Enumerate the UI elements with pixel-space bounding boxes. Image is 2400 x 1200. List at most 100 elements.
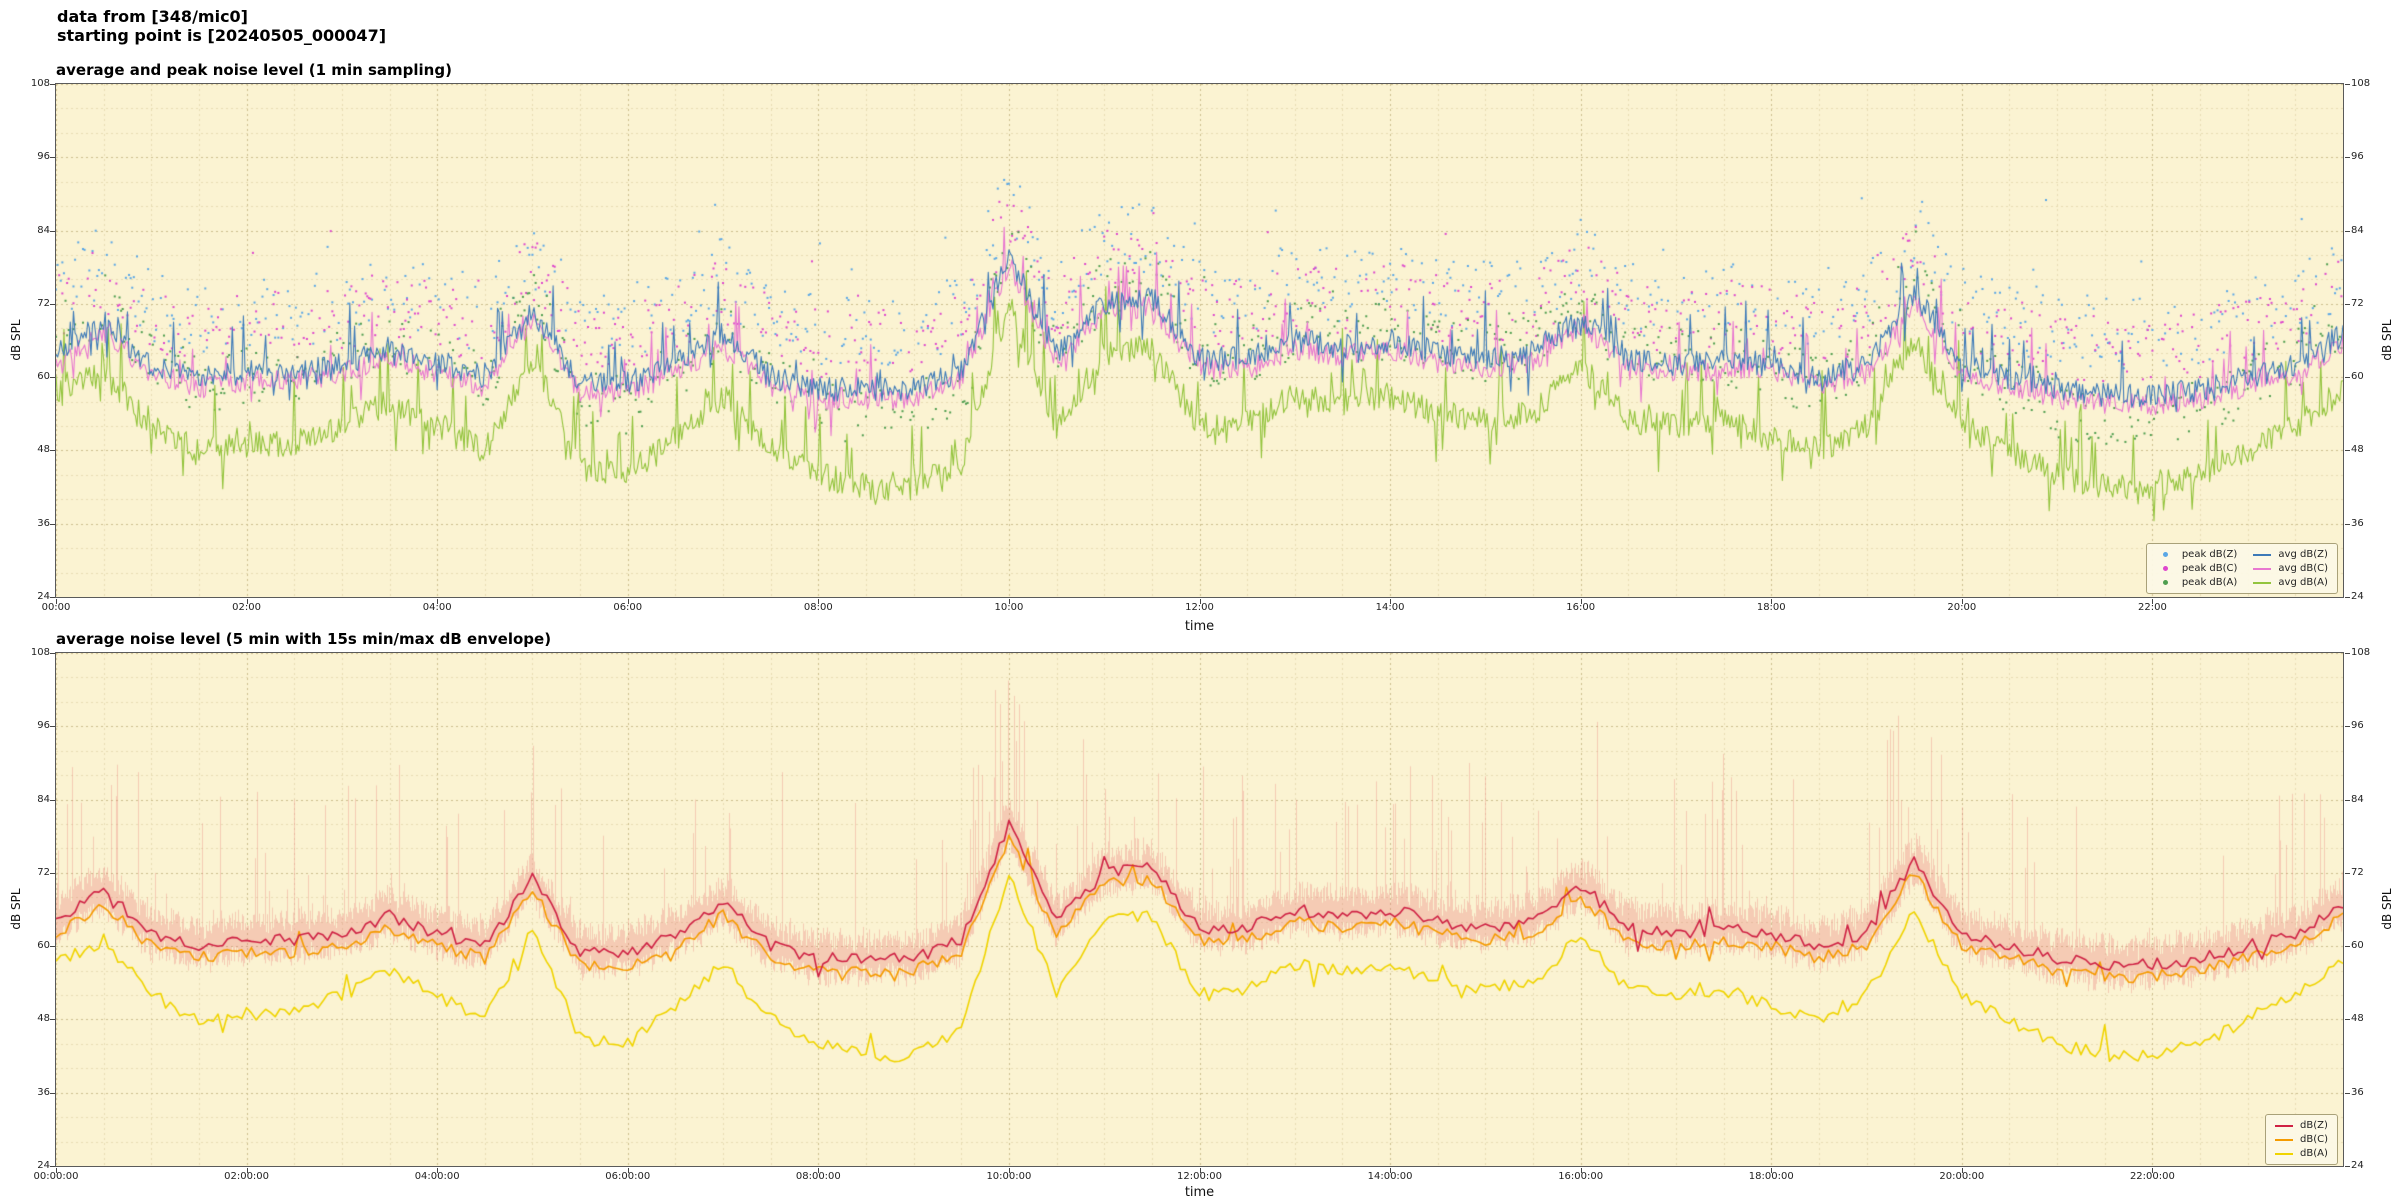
chart-top-y-tick-label-right: 60 (2351, 371, 2364, 383)
chart-top-canvas (56, 84, 2343, 597)
chart-bottom-x-tick-label: 00:00:00 (33, 1171, 79, 1182)
chart-bottom-x-tick (1961, 1168, 1963, 1173)
chart-top-xlabel: time (1184, 619, 1215, 634)
chart-top-x-tick-label: 10:00 (994, 602, 1024, 613)
chart-top-y-tick-label-right: 36 (2351, 517, 2364, 529)
chart-top-x-tick (2152, 599, 2154, 604)
chart-top-y-tick-label: 24 (37, 591, 50, 602)
legend-item: dB(Z) (2275, 1119, 2328, 1132)
chart-bottom-y-tick-label-right: 24 (2351, 1160, 2364, 1171)
chart-bottom-y-tick-label-right: 36 (2351, 1086, 2364, 1098)
legend-label: avg dB(A) (2278, 577, 2328, 588)
chart-top-x-tick (1199, 599, 1201, 604)
legend-label: dB(C) (2300, 1134, 2328, 1145)
header-data-source: data from [348/mic0] (57, 7, 248, 26)
chart-bottom-x-tick (1390, 1168, 1392, 1173)
legend-dot-marker-icon (2162, 552, 2168, 557)
chart-top-y-tick-right (2345, 597, 2350, 598)
legend-dot-marker-icon (2162, 566, 2168, 571)
chart-bottom-canvas (56, 653, 2343, 1166)
chart-bottom-y-tick-label: 108 (30, 647, 50, 658)
legend-item: peak dB(C) (2156, 562, 2238, 575)
chart-bottom-x-tick (1008, 1168, 1010, 1173)
chart-bottom-x-tick (2152, 1168, 2154, 1173)
chart-top-y-tick (50, 157, 55, 159)
chart-top-x-tick-label: 18:00 (1756, 602, 1786, 613)
chart-top-y-tick-label: 72 (37, 297, 50, 309)
chart-bottom-x-tick (56, 1168, 57, 1173)
chart-top-y-tick (50, 450, 55, 452)
legend-item: dB(C) (2275, 1133, 2328, 1146)
chart-top-y-tick-label-right: 24 (2351, 591, 2364, 602)
chart-bottom-y-tick-label: 24 (37, 1160, 50, 1171)
chart-top-y-tick-label-right: 48 (2351, 444, 2364, 456)
legend-line-marker-icon (2253, 581, 2272, 584)
chart-top-y-tick-label-right: 96 (2351, 151, 2364, 163)
chart-top-x-tick-label: 12:00 (1185, 602, 1214, 613)
legend-label: peak dB(A) (2181, 577, 2238, 588)
chart-top-x-tick-label: 20:00 (1947, 602, 1977, 613)
chart-top-y-tick-right (2345, 303, 2350, 305)
chart-bottom-x-tick-label: 22:00:00 (2129, 1171, 2175, 1182)
chart-bottom-y-tick-right (2345, 726, 2350, 728)
chart-top-y-tick (50, 303, 55, 305)
chart-top-x-tick (627, 599, 629, 604)
chart-top-x-tick-label: 06:00 (613, 602, 643, 613)
legend-label: avg dB(Z) (2278, 549, 2328, 560)
chart-bottom-y-tick (50, 653, 55, 654)
legend-item: avg dB(Z) (2253, 548, 2328, 561)
chart-bottom-x-tick (1199, 1168, 1201, 1173)
legend-label: avg dB(C) (2278, 563, 2328, 574)
chart-bottom-y-tick-right (2345, 872, 2350, 874)
chart-bottom-y-tick-label-right: 60 (2351, 940, 2364, 952)
chart-top-y-tick (50, 597, 55, 598)
chart-bottom-x-tick-label: 02:00:00 (224, 1171, 270, 1182)
chart-bottom-x-tick-label: 16:00:00 (1558, 1171, 1604, 1182)
chart-top-y-tick-right (2345, 523, 2350, 525)
chart-bottom-plot-frame (55, 652, 2344, 1167)
legend-line-marker-icon (2275, 1124, 2293, 1127)
chart-bottom-x-tick (1580, 1168, 1582, 1173)
chart-bottom-x-tick-label: 14:00:00 (1367, 1171, 1413, 1182)
chart-bottom-y-tick (50, 1092, 55, 1094)
chart-top-title: average and peak noise level (1 min samp… (56, 61, 452, 79)
chart-top-x-tick-label: 00:00 (41, 602, 71, 613)
chart-top-y-tick (50, 230, 55, 232)
chart-bottom-y-tick-label-right: 84 (2351, 793, 2364, 805)
chart-top-y-tick (50, 84, 55, 85)
chart-bottom-y-tick-label-right: 72 (2351, 866, 2364, 878)
chart-top-x-tick-label: 04:00 (422, 602, 452, 613)
legend-item: peak dB(Z) (2156, 548, 2238, 561)
chart-top-x-tick-label: 14:00 (1375, 602, 1405, 613)
chart-bottom-x-tick-label: 10:00:00 (986, 1171, 1032, 1182)
chart-top-x-tick-label: 08:00 (803, 602, 833, 613)
chart-top-legend: peak dB(Z) peak dB(C) peak dB(A) avg dB(Z) a… (2145, 543, 2338, 594)
chart-bottom-y-tick-label-right: 96 (2351, 720, 2364, 732)
chart-bottom-x-tick-label: 12:00:00 (1177, 1171, 1222, 1182)
chart-bottom-y-tick-label: 72 (37, 866, 50, 878)
chart-top-y-tick (50, 523, 55, 525)
chart-bottom-x-tick (627, 1168, 629, 1173)
chart-top-y-tick-label: 96 (37, 151, 50, 163)
legend-line-marker-icon (2253, 553, 2272, 556)
chart-bottom-xlabel: time (1184, 1185, 1215, 1200)
chart-bottom-x-tick (246, 1168, 248, 1173)
chart-top-x-tick-label: 22:00 (2137, 602, 2167, 613)
chart-top-ylabel-right: dB SPL (2380, 319, 2394, 361)
chart-bottom-y-tick-label: 96 (37, 720, 50, 732)
chart-top-y-tick-right (2345, 230, 2350, 232)
chart-bottom-y-tick-label-right: 108 (2351, 647, 2371, 658)
chart-top-x-tick (1580, 599, 1582, 604)
legend-item: peak dB(A) (2156, 576, 2238, 589)
legend-line-marker-icon (2253, 567, 2272, 570)
legend-label: peak dB(C) (2181, 563, 2238, 574)
legend-line-marker-icon (2275, 1138, 2293, 1141)
legend-line-marker-icon (2275, 1152, 2293, 1155)
legend-item: avg dB(C) (2253, 562, 2328, 575)
chart-bottom-ylabel-left: dB SPL (9, 888, 23, 930)
chart-top-y-tick-label: 108 (30, 78, 50, 89)
chart-bottom-title: average noise level (5 min with 15s min/… (56, 630, 552, 648)
legend-label: dB(Z) (2300, 1120, 2328, 1131)
header-starting-point: starting point is [20240505_000047] (57, 26, 387, 45)
